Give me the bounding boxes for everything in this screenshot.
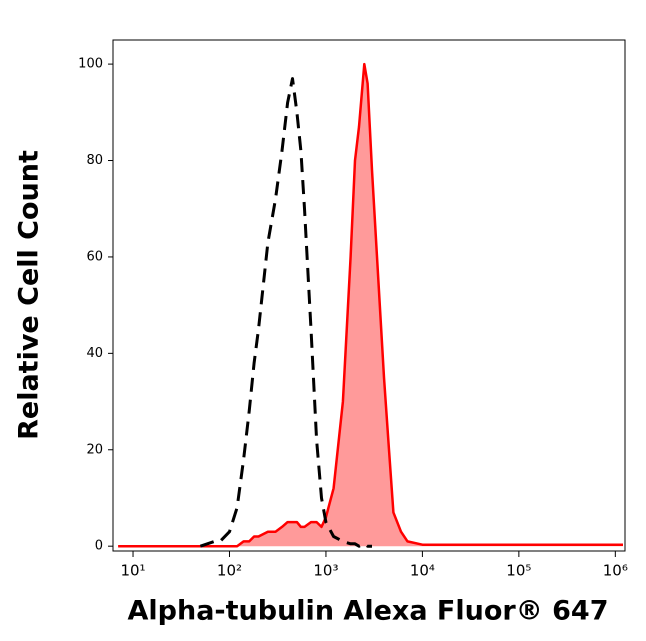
line [199, 77, 372, 548]
y-tick-label: 40 [86, 346, 103, 361]
y-tick-label: 60 [86, 249, 103, 264]
y-tick-label: 0 [95, 539, 103, 554]
x-tick-label: 10⁶ [603, 562, 628, 580]
y-tick-label: 80 [86, 153, 103, 168]
plot-frame [112, 39, 626, 552]
x-axis-title: Alpha-tubulin Alexa Fluor® 647 [128, 596, 609, 627]
line [118, 62, 623, 548]
x-tick-label: 10² [217, 562, 242, 580]
x-tick-label: 10⁴ [410, 562, 435, 580]
x-tick-label: 10¹ [120, 562, 145, 580]
y-tick-label: 20 [86, 442, 103, 457]
x-tick-label: 10³ [313, 562, 338, 580]
x-tick-label: 10⁵ [506, 562, 531, 580]
y-tick-label: 100 [78, 57, 103, 72]
y-axis-title: Relative Cell Count [14, 150, 45, 440]
area [118, 64, 623, 547]
